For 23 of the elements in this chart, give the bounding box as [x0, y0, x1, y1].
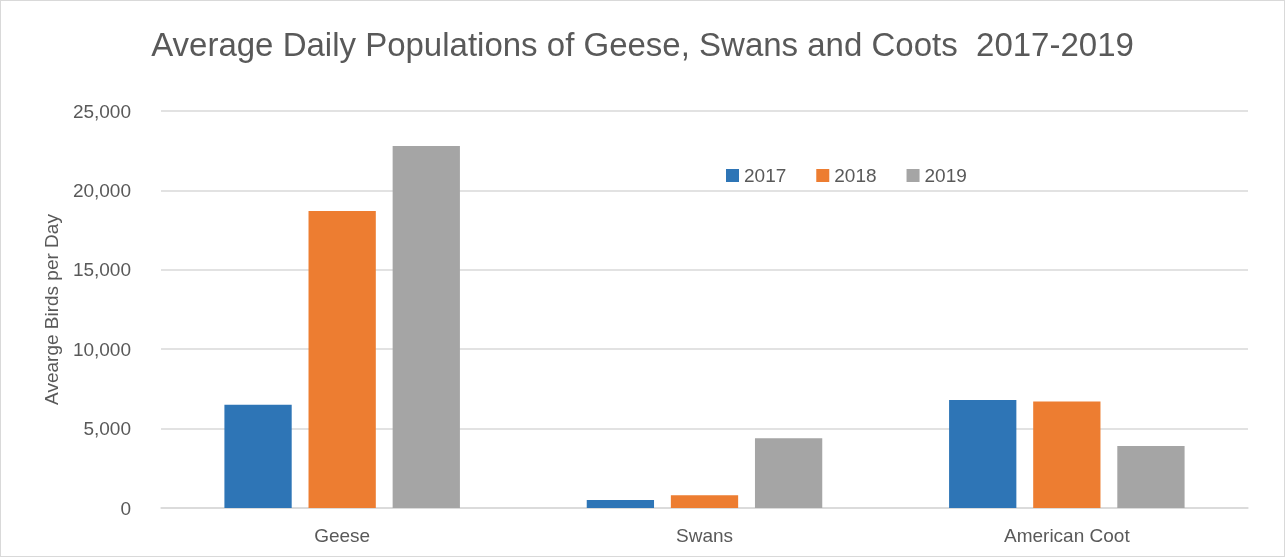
y-tick-label: 25,000 [72, 100, 131, 122]
x-tick-label: Geese [314, 525, 371, 546]
chart-title: Average Daily Populations of Geese, Swans and Coots 2017-2019 [151, 26, 1134, 63]
y-tick-label: 5,000 [83, 418, 131, 440]
y-tick-label: 0 [120, 497, 131, 519]
legend-label: 2019 [924, 165, 967, 186]
y-tick-label: 10,000 [72, 338, 131, 360]
bar [1033, 401, 1101, 508]
legend-label: 2018 [834, 165, 877, 186]
y-tick-label: 15,000 [72, 259, 131, 281]
bar [392, 145, 460, 508]
bar [1117, 446, 1185, 508]
x-tick-label: Swans [675, 525, 734, 546]
legend-label: 2017 [744, 165, 787, 186]
y-tick-label: 20,000 [72, 179, 131, 201]
bar [308, 211, 376, 508]
x-tick-label: American Coot [1004, 525, 1131, 546]
bar [224, 404, 292, 508]
bar [670, 495, 739, 508]
y-axis-title: Avearge Birds per Day [41, 213, 62, 405]
bar [754, 438, 823, 508]
bar [586, 500, 655, 508]
bar [949, 400, 1017, 508]
